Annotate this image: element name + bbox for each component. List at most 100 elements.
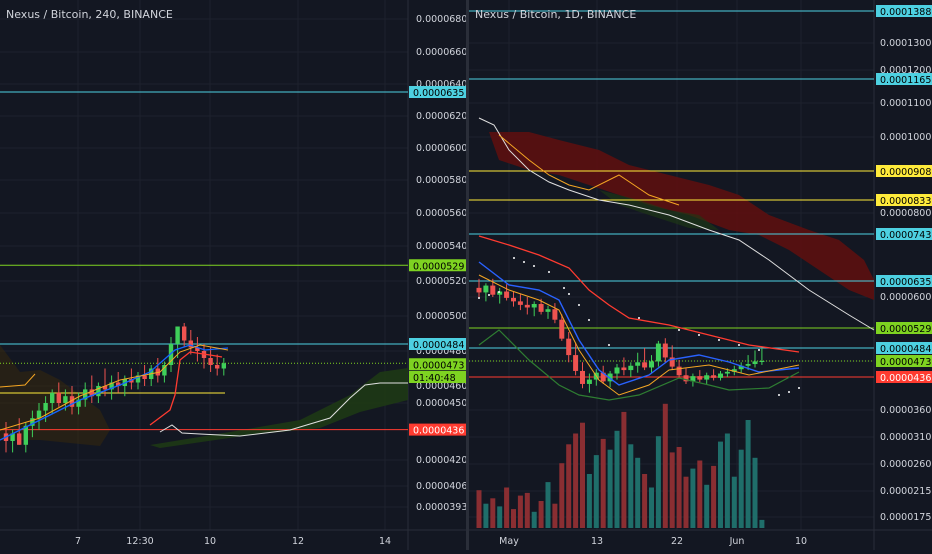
sar-dot	[678, 329, 680, 331]
volume-bar	[628, 444, 634, 528]
candle	[704, 375, 710, 380]
candle	[752, 361, 758, 365]
y-tick-label: 0.0000560	[416, 208, 466, 219]
volume-bar	[552, 503, 558, 528]
sar-dot	[523, 261, 525, 263]
price-tag-1: 0.0000529	[413, 261, 464, 272]
panel-divider[interactable]	[466, 0, 469, 550]
candle	[545, 309, 551, 312]
y-tick-label: 0.0000500	[416, 311, 466, 322]
price-tag-5-bg	[876, 275, 932, 287]
y-tick-label: 0.0000175	[880, 512, 931, 523]
volume-bar	[724, 433, 730, 528]
y-tick-label: 0.0000420	[416, 455, 466, 466]
volume-bar	[490, 498, 496, 528]
candle	[69, 396, 75, 407]
candle	[662, 343, 668, 358]
candle	[690, 376, 696, 382]
sar-dot	[498, 291, 500, 293]
left-chart-svg[interactable]: 0.0000680 0.0000660 0.0000640 0.0000620 0.00…	[0, 0, 469, 550]
volume-bar	[669, 452, 675, 528]
volume-bar	[676, 447, 682, 528]
volume-bar	[566, 444, 572, 528]
price-tag-7: 0.0000484	[880, 344, 931, 355]
sar-dot	[563, 287, 565, 289]
sar-dot	[578, 304, 580, 306]
volume-bar	[752, 457, 758, 528]
current-price-tag: 0.0000473	[880, 357, 931, 368]
price-tag-8-bg	[876, 371, 932, 383]
sar-dot	[548, 271, 550, 273]
volume-bar	[593, 455, 599, 528]
candle	[43, 403, 48, 411]
current-price-tag-bg	[409, 358, 469, 371]
sar-dot	[798, 387, 800, 389]
span-line	[498, 134, 680, 206]
y-tick-label: 0.0000215	[880, 486, 931, 497]
volume-bar	[600, 438, 606, 528]
x-tick-label: 13	[591, 536, 603, 547]
price-tag-1-bg	[409, 259, 469, 272]
old-line	[0, 373, 36, 388]
candle	[50, 392, 55, 403]
candle	[102, 386, 108, 390]
volume-bar	[524, 492, 530, 528]
candle	[483, 285, 489, 293]
sar-dot	[758, 349, 760, 351]
candle	[531, 303, 537, 308]
candle	[162, 365, 167, 376]
volume-bar	[683, 476, 689, 528]
volume-bar	[649, 487, 654, 528]
volume-bar	[662, 403, 668, 528]
sar-dot	[738, 344, 740, 346]
price-tag-3: 0.0000436	[413, 426, 464, 437]
lagging-line	[159, 382, 408, 437]
price-tag-2-bg	[409, 338, 469, 350]
volume-bar	[759, 519, 765, 528]
left-chart-panel[interactable]: 0.0000680 0.0000660 0.0000640 0.0000620 0.00…	[0, 0, 469, 550]
price-tag-4-bg	[876, 228, 932, 240]
y-tick-label: 0.0000310	[880, 432, 931, 443]
y-tick-label: 0.0000660	[416, 47, 466, 58]
sar-dot	[513, 257, 515, 259]
volume-bar	[635, 457, 641, 528]
candle	[511, 297, 516, 302]
volume-bar	[580, 422, 585, 528]
x-tick-label: 12:30	[126, 536, 153, 547]
chikou-green-line	[478, 329, 800, 401]
candle	[56, 392, 61, 403]
price-tag-3: 0.0000833	[880, 196, 931, 207]
sar-dot	[588, 319, 590, 321]
x-tick-label: 22	[671, 536, 683, 547]
y-tick-label: 0.0000600	[880, 292, 931, 303]
candle	[23, 425, 28, 445]
candle	[559, 319, 565, 339]
y-tick-label: 0.0000260	[880, 459, 931, 470]
candle	[517, 301, 523, 305]
sar-dot	[533, 265, 535, 267]
ichimoku-cloud-red	[489, 132, 874, 300]
price-tag-1: 0.0001165	[880, 75, 931, 86]
y-tick-label: 0.0000480	[416, 346, 466, 357]
candle	[759, 361, 765, 362]
volume-bar	[697, 460, 703, 528]
candle	[208, 358, 213, 365]
y-tick-label: 0.0000680	[416, 14, 466, 25]
ichimoku-cloud	[150, 368, 408, 448]
lagging-line	[478, 117, 875, 331]
volume-bar	[655, 436, 661, 528]
candle	[109, 382, 114, 390]
y-tick-label: 0.0000406	[416, 481, 466, 492]
candle	[168, 344, 174, 365]
price-tag-0: 0.0001388	[880, 7, 931, 18]
y-tick-label: 0.0000393	[416, 502, 466, 513]
sar-dot	[568, 293, 570, 295]
candle	[76, 399, 81, 407]
y-tick-label: 0.0000580	[416, 175, 466, 186]
price-tag-2: 0.0000484	[413, 340, 464, 351]
volume-bar	[511, 509, 516, 528]
price-tag-3-bg	[409, 423, 469, 436]
sar-dot	[478, 297, 480, 299]
